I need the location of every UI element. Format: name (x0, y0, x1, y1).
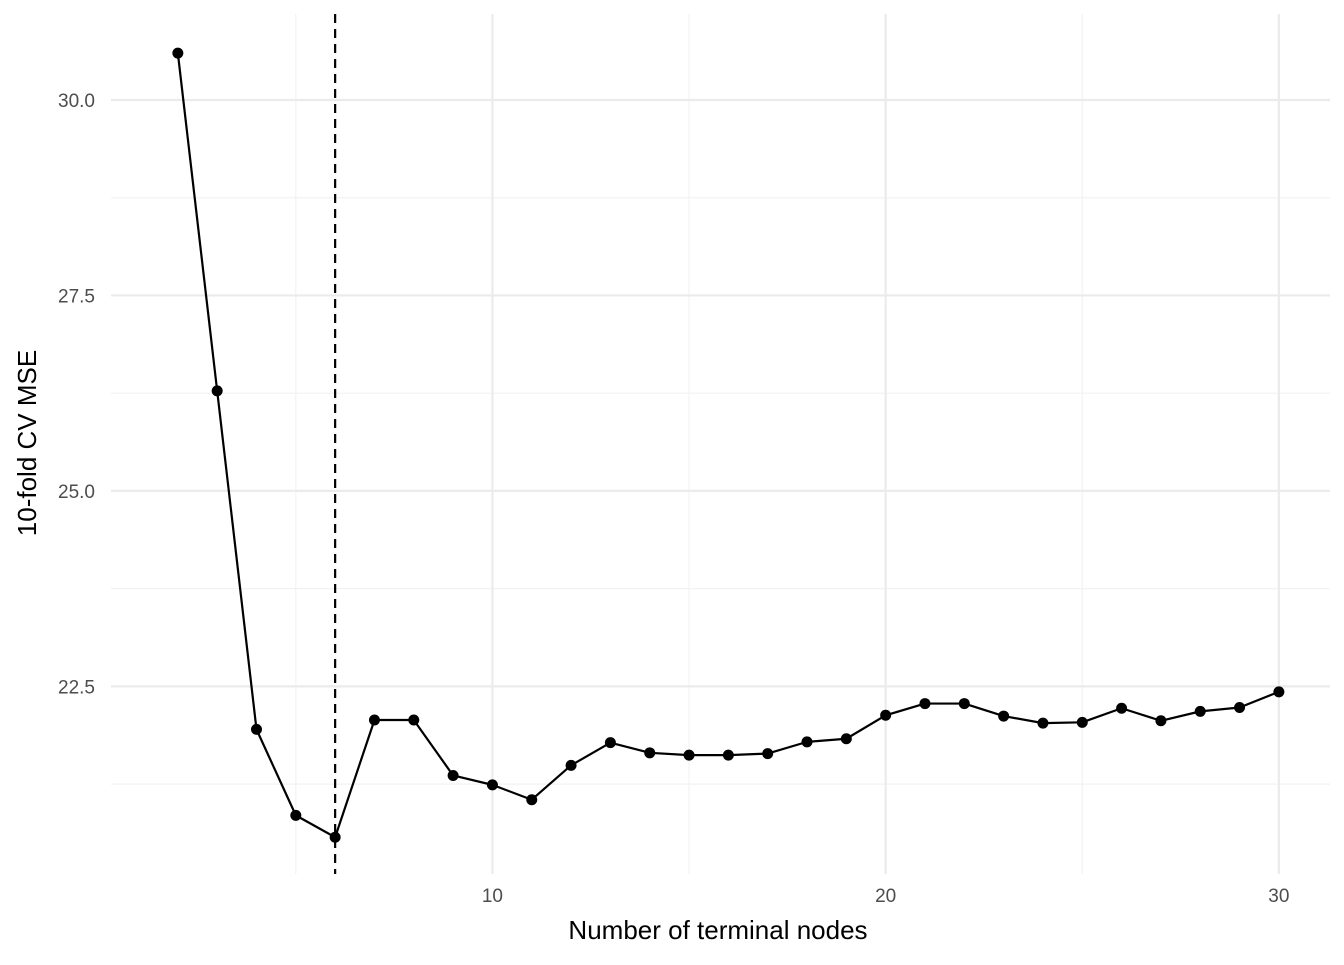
data-point (368, 714, 380, 726)
data-point (998, 710, 1010, 722)
y-tick-label: 30.0 (58, 91, 95, 112)
data-point (1037, 717, 1049, 729)
data-point (172, 47, 184, 59)
data-point (722, 749, 734, 761)
y-tick-label: 25.0 (58, 482, 95, 503)
x-axis-title: Number of terminal nodes (568, 915, 867, 945)
data-point (1273, 686, 1285, 698)
series-line (176, 52, 1280, 839)
data-point (880, 709, 892, 721)
x-tick-label: 30 (1268, 886, 1289, 907)
y-axis-title: 10-fold CV MSE (12, 350, 42, 536)
data-point (801, 736, 813, 748)
x-axis-tick-labels: 10 20 30 (482, 886, 1290, 907)
data-point (919, 698, 931, 710)
data-point (1234, 701, 1246, 713)
data-point (290, 809, 302, 821)
series-layer (172, 47, 1285, 843)
data-point (840, 733, 852, 745)
data-point (447, 769, 459, 781)
data-point (565, 759, 577, 771)
data-point (1194, 705, 1206, 717)
x-tick-label: 10 (482, 886, 503, 907)
data-point (1116, 702, 1128, 714)
data-point (762, 748, 774, 760)
data-point (408, 714, 420, 726)
data-point (526, 794, 538, 806)
data-point (1155, 715, 1167, 727)
data-point (958, 698, 970, 710)
y-tick-label: 27.5 (58, 286, 95, 307)
data-point (486, 779, 498, 791)
data-point (683, 749, 695, 761)
data-point (250, 723, 262, 735)
y-tick-label: 22.5 (58, 677, 95, 698)
data-point (644, 747, 656, 759)
y-axis-tick-labels: 22.5 25.0 27.5 30.0 (58, 91, 95, 698)
data-point (211, 385, 223, 397)
data-point (1076, 716, 1088, 728)
major-gridlines (111, 14, 1330, 874)
x-tick-label: 20 (875, 886, 896, 907)
data-point (329, 831, 341, 843)
data-point (604, 737, 616, 749)
minor-gridlines (111, 14, 1330, 874)
